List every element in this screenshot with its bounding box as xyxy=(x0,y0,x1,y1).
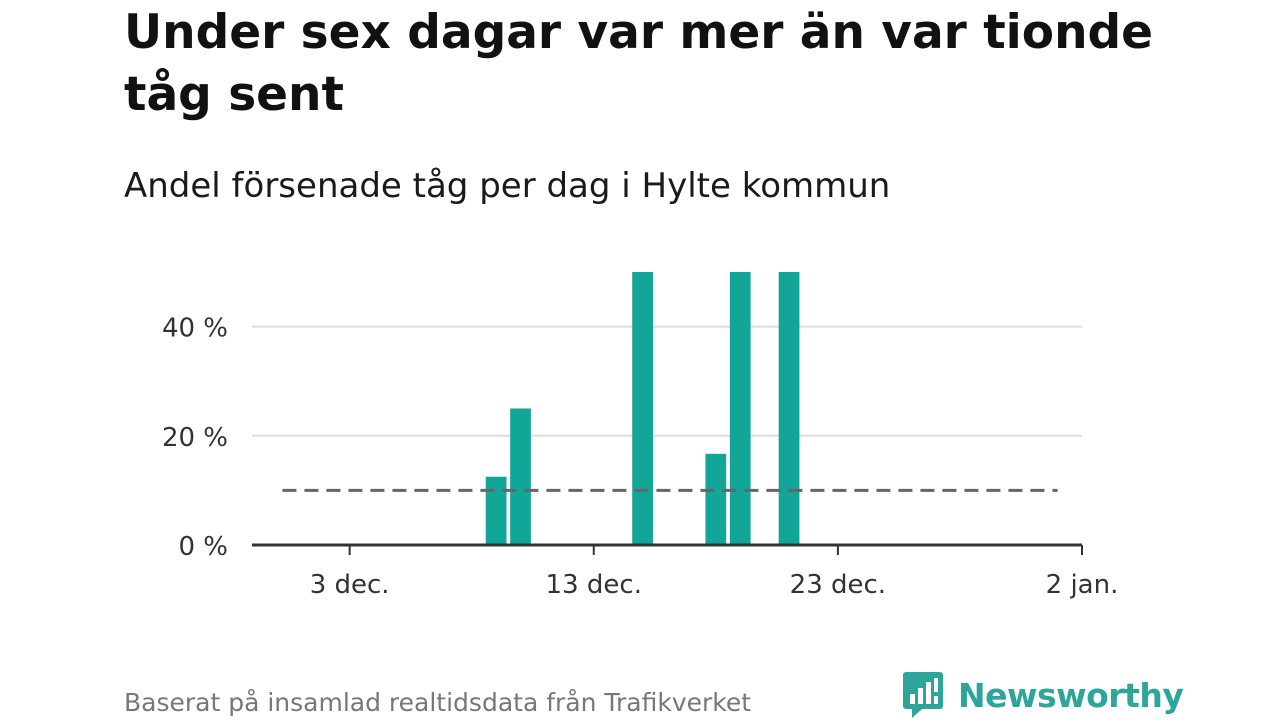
chart: 0 % 20 % 40 % 3 dec. 13 dec. 23 dec. 2 jan. xyxy=(162,272,1119,600)
chart-subtitle: Andel försenade tåg per dag i Hylte komm… xyxy=(124,166,891,206)
y-tick-label: 0 % xyxy=(178,532,228,562)
bars xyxy=(485,272,800,545)
x-axis xyxy=(252,543,1083,555)
newsworthy-logo: Newsworthy xyxy=(902,670,1184,720)
y-tick-label: 40 % xyxy=(162,314,228,344)
bar xyxy=(705,453,727,545)
newsworthy-logo-text: Newsworthy xyxy=(958,675,1184,715)
x-tick-label: 23 dec. xyxy=(790,570,886,600)
source-note: Baserat på insamlad realtidsdata från Tr… xyxy=(124,688,752,717)
bar xyxy=(729,272,751,545)
bar xyxy=(510,408,531,545)
grid-lines xyxy=(252,325,1082,437)
bar xyxy=(485,476,507,545)
x-tick-label: 13 dec. xyxy=(546,570,642,600)
bar xyxy=(778,272,800,545)
bar xyxy=(632,272,653,545)
x-tick-label: 3 dec. xyxy=(310,570,390,600)
x-tick-label: 2 jan. xyxy=(1046,570,1119,600)
x-axis-labels: 3 dec. 13 dec. 23 dec. 2 jan. xyxy=(310,570,1119,600)
y-axis-labels: 0 % 20 % 40 % xyxy=(162,314,228,562)
y-tick-label: 20 % xyxy=(162,423,228,453)
chart-title: Under sex dagar var mer än var tionde tå… xyxy=(124,5,1154,122)
newsworthy-logo-icon xyxy=(903,672,943,718)
